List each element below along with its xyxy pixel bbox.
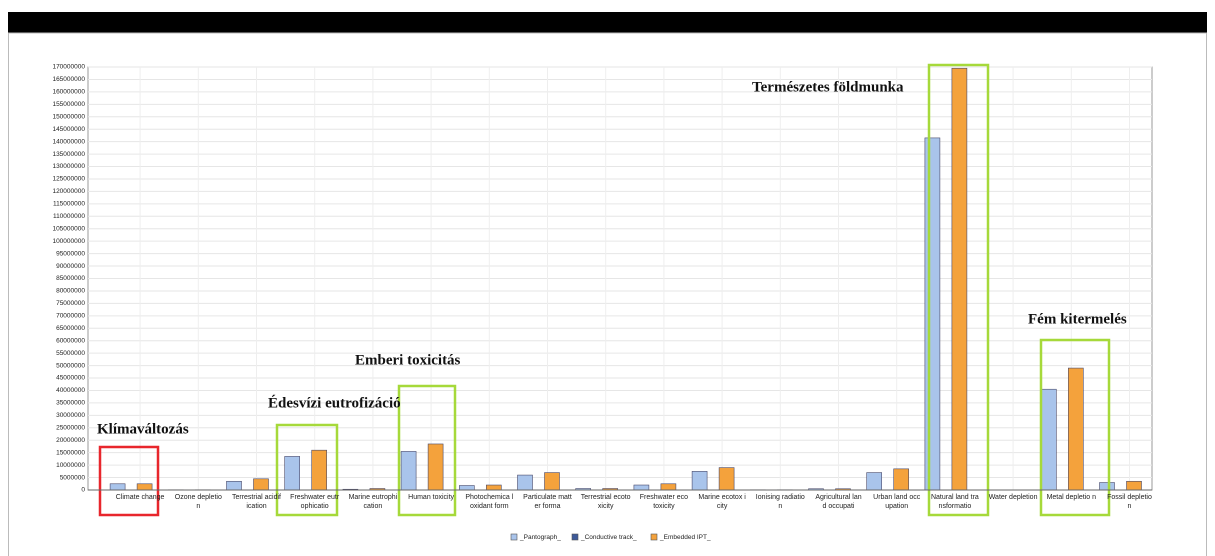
bar — [226, 480, 242, 491]
legend-label: _Embedded IPT_ — [659, 534, 711, 541]
x-tick-label: Natural land transformatio — [930, 494, 979, 510]
y-tick-label: 75000000 — [56, 300, 85, 307]
bar — [400, 451, 417, 491]
x-tick-label: Fossil depletio n — [1107, 494, 1152, 510]
bar — [1126, 480, 1142, 491]
y-tick-label: 10000000 — [56, 462, 85, 469]
bar — [311, 449, 328, 491]
bar — [109, 483, 126, 491]
y-tick-label: 45000000 — [56, 375, 85, 382]
y-tick-label: 20000000 — [56, 437, 85, 444]
x-tick-label: Terrestrial ecotoxicity — [580, 494, 631, 510]
bar — [458, 485, 475, 491]
y-tick-label: 5000000 — [60, 474, 86, 481]
y-tick-label: 160000000 — [52, 89, 85, 96]
y-tick-label: 40000000 — [56, 387, 85, 394]
x-tick-label: Particulate matter forma — [523, 494, 572, 510]
annotation: Édesvízi eutrofizáció — [268, 394, 401, 411]
y-tick-label: 60000000 — [56, 337, 85, 344]
y-tick-label: 55000000 — [56, 350, 85, 357]
x-tick-label: Human toxicity — [408, 494, 455, 501]
annotation: Fém kitermelés — [1028, 311, 1127, 327]
x-tick-label: Climate change — [115, 494, 165, 501]
legend-swatch — [510, 533, 518, 541]
annotation: Emberi toxicitás — [355, 352, 461, 368]
bar — [893, 468, 910, 491]
y-tick-label: 95000000 — [56, 250, 85, 257]
y-tick-label: 140000000 — [52, 138, 85, 145]
y-tick-label: 70000000 — [56, 313, 85, 320]
bar — [660, 483, 677, 491]
legend-label: _Pantograph_ — [519, 534, 561, 541]
y-tick-label: 150000000 — [52, 113, 85, 120]
x-tick-label: Freshwater eutrophicatio — [290, 494, 340, 510]
bar — [136, 483, 153, 491]
bar — [284, 456, 301, 491]
y-tick-label: 90000000 — [56, 263, 85, 270]
x-tick-label: Terrestrial acidification — [231, 494, 281, 510]
bar — [924, 137, 941, 491]
x-tick-label: Metal depletio n — [1046, 494, 1096, 501]
bar — [1068, 367, 1084, 491]
highlight-box — [275, 423, 339, 517]
bar — [1099, 482, 1115, 491]
bar — [517, 474, 533, 491]
bar — [951, 67, 968, 491]
frame — [8, 32, 1207, 556]
x-tick-label: Marine ecotox icity — [698, 494, 746, 510]
legend-swatch — [571, 533, 579, 541]
x-tick-label: Ionising radiation — [755, 494, 805, 510]
y-tick-label: 155000000 — [52, 101, 85, 108]
y-tick-label: 30000000 — [56, 412, 85, 419]
bar — [1041, 388, 1057, 491]
y-tick-label: 35000000 — [56, 400, 85, 407]
x-tick-label: Urban land occupation — [873, 494, 921, 510]
y-tick-label: 115000000 — [53, 201, 85, 208]
legend-label: _Conductive track_ — [580, 534, 637, 541]
y-tick-label: 170000000 — [52, 64, 85, 71]
highlight-box — [397, 384, 457, 517]
bar — [544, 472, 560, 491]
bar — [485, 484, 502, 491]
y-tick-label: 125000000 — [52, 176, 85, 183]
bar — [253, 478, 269, 491]
x-tick-label: Photochemica l oxidant form — [465, 494, 514, 510]
y-tick-label: 0 — [81, 487, 85, 494]
y-tick-label: 65000000 — [56, 325, 85, 332]
y-tick-label: 100000000 — [52, 238, 85, 245]
y-tick-label: 165000000 — [52, 76, 85, 83]
x-tick-label: Water depletion — [988, 494, 1038, 501]
y-tick-label: 110000000 — [53, 213, 85, 220]
highlight-box — [927, 63, 990, 517]
y-tick-label: 85000000 — [56, 275, 85, 282]
x-tick-label: Marine eutrophication — [348, 494, 398, 510]
y-tick-label: 80000000 — [56, 288, 85, 295]
y-tick-label: 50000000 — [56, 362, 85, 369]
x-tick-label: Ozone depletion — [174, 494, 222, 510]
legend-swatch — [650, 533, 658, 541]
bar — [427, 443, 444, 491]
y-tick-label: 130000000 — [52, 163, 85, 170]
highlight-box — [98, 445, 160, 517]
bar — [691, 471, 708, 491]
annotation: Klímaváltozás — [97, 421, 189, 437]
highlight-box — [1039, 338, 1111, 517]
y-tick-label: 120000000 — [52, 188, 85, 195]
annotation: Természetes földmunka — [752, 79, 904, 95]
x-tick-label: Freshwater ecotoxicity — [639, 494, 689, 510]
y-tick-label: 135000000 — [52, 151, 85, 158]
y-tick-label: 105000000 — [52, 225, 85, 232]
x-tick-label: Agricultural land occupati — [815, 494, 862, 510]
y-tick-label: 145000000 — [52, 126, 85, 133]
bar — [866, 472, 883, 491]
header-bar — [8, 12, 1207, 33]
bar — [718, 467, 735, 491]
y-tick-label: 15000000 — [56, 449, 85, 456]
bar — [633, 484, 650, 491]
y-tick-label: 25000000 — [56, 425, 85, 432]
